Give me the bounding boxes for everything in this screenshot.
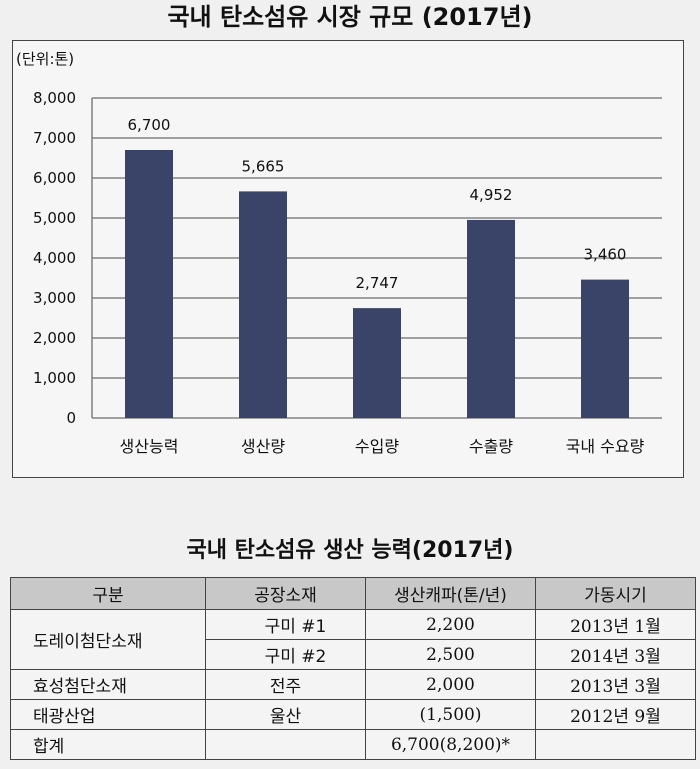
chart-title: 국내 탄소섬유 시장 규모 (2017년): [167, 3, 533, 31]
y-tick-label: 1,000: [33, 369, 76, 387]
bar: [467, 219, 515, 418]
y-tick-label: 8,000: [33, 89, 76, 107]
cell-capacity: 2,000: [365, 669, 536, 700]
cell-capacity: (1,500): [365, 699, 536, 730]
y-tick-label: 4,000: [33, 249, 76, 267]
bar: [239, 191, 287, 418]
y-tick-label: 6,000: [33, 169, 76, 187]
table-row: 태광산업 울산 (1,500) 2012년 9월: [10, 699, 696, 730]
y-tick-label: 3,000: [33, 289, 76, 307]
header-category: 구분: [10, 577, 206, 610]
cell-capacity: 6,700(8,200)*: [365, 729, 536, 760]
cell-location: 구미 #2: [205, 639, 366, 670]
chart-frame: [12, 40, 684, 478]
table-row: 합계 6,700(8,200)*: [10, 729, 696, 760]
header-location: 공장소재: [205, 577, 366, 610]
cell-capacity: 2,500: [365, 639, 536, 670]
data-label: 2,747: [356, 274, 399, 292]
y-tick-label: 5,000: [33, 209, 76, 227]
y-tick-label: 7,000: [33, 129, 76, 147]
data-label: 6,700: [128, 116, 171, 134]
bar: [125, 150, 173, 418]
header-start: 가동시기: [535, 577, 696, 610]
table-row: 효성첨단소재 전주 2,000 2013년 3월: [10, 669, 696, 700]
data-label: 5,665: [242, 157, 285, 175]
y-tick-label: 2,000: [33, 329, 76, 347]
cell-start: [535, 729, 696, 760]
cell-location: 구미 #1: [205, 609, 366, 640]
cell-company: 도레이첨단소재: [10, 609, 206, 670]
cell-start: 2013년 1월: [535, 609, 696, 640]
x-tick-label: 수출량: [469, 437, 513, 456]
table-row: 도레이첨단소재 구미 #1 2,200 2013년 1월: [10, 609, 696, 670]
x-tick-label: 생산능력: [120, 437, 179, 456]
data-label: 3,460: [584, 246, 627, 264]
cell-company: 효성첨단소재: [10, 669, 206, 700]
header-capacity: 생산캐파(톤/년): [365, 577, 536, 610]
cell-company: 합계: [10, 729, 206, 760]
bar: [353, 308, 401, 418]
y-tick-label: 0: [66, 409, 76, 427]
x-tick-label: 생산량: [241, 437, 285, 456]
cell-location: 울산: [205, 699, 366, 730]
table-title: 국내 탄소섬유 생산 능력(2017년): [186, 538, 514, 563]
cell-capacity: 2,200: [365, 609, 536, 640]
x-tick-label: 수입량: [355, 437, 399, 456]
unit-label: (단위:톤): [16, 50, 75, 68]
cell-start: 2013년 3월: [535, 669, 696, 700]
cell-location: 전주: [205, 669, 366, 700]
x-tick-label: 국내 수요량: [566, 437, 645, 456]
cell-company: 태광산업: [10, 699, 206, 730]
bar-chart: 0 1,000 2,000 3,000 4,000 5,000 6,000 7,000 8,00…: [33, 89, 662, 456]
data-label: 4,952: [470, 186, 513, 204]
cell-location: [205, 729, 366, 760]
cell-start: 2012년 9월: [535, 699, 696, 730]
cell-start: 2014년 3월: [535, 639, 696, 670]
table-header-row: 구분 공장소재 생산캐파(톤/년) 가동시기: [10, 577, 696, 610]
capacity-table: 구분 공장소재 생산캐파(톤/년) 가동시기 도레이첨단소재 구미 #1 2,2…: [10, 577, 696, 760]
bar: [581, 279, 629, 418]
